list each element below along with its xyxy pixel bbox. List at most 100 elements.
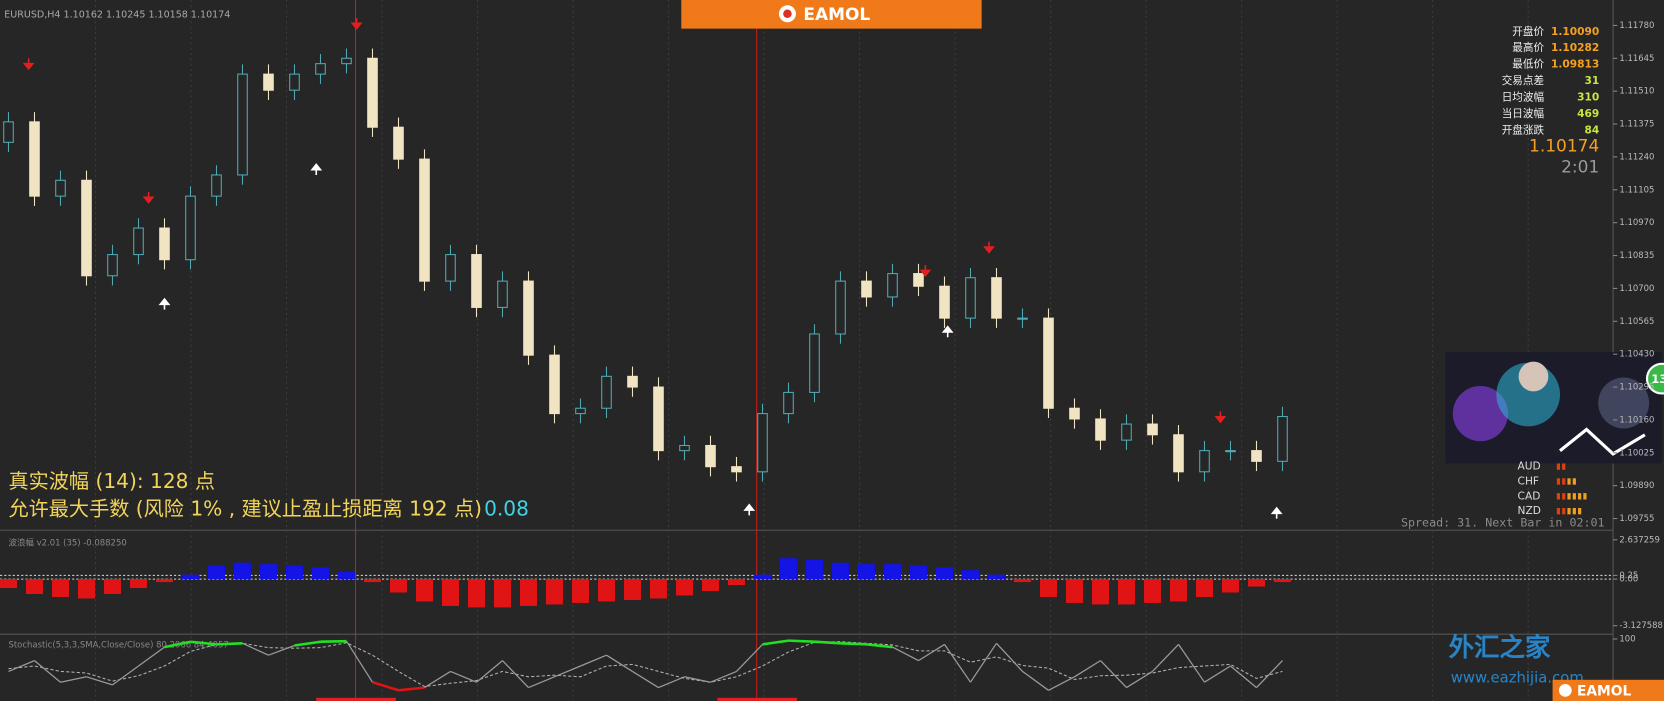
sell-arrow [1214, 411, 1227, 424]
bottom-banner-text: EAMOL [1577, 683, 1632, 699]
sell-arrow [983, 241, 995, 254]
histogram-bar [442, 579, 459, 606]
info-label: 开盘价 [1512, 25, 1544, 38]
histogram-bar [156, 579, 173, 583]
strength-bar [1562, 507, 1566, 515]
histogram-bar [1014, 579, 1031, 583]
main-line-segment [996, 642, 1023, 672]
y-tick-label: 100 [1619, 634, 1635, 644]
histogram-bar [1222, 579, 1239, 593]
strength-bar [1562, 463, 1566, 470]
main-line-segment [814, 640, 841, 645]
histogram-bar [962, 570, 979, 580]
histogram-bar [572, 579, 589, 603]
candle-body [1199, 450, 1210, 473]
pane-borders [0, 0, 1614, 701]
candle-body [809, 333, 820, 393]
main-line-segment [943, 644, 972, 683]
candle-body [1147, 423, 1158, 436]
y-tick-label: -3.127588 [1619, 620, 1662, 630]
histogram-bar [390, 579, 407, 593]
candle-body [991, 277, 1002, 319]
histogram-bar [338, 571, 355, 580]
price-axis-bg [1613, 0, 1664, 701]
strength-bar [1567, 507, 1571, 515]
histogram-bar [598, 579, 615, 602]
candle-body [653, 386, 664, 452]
main-line-segment [1100, 660, 1127, 689]
candle-body [731, 466, 742, 473]
symbol-info: EURUSD,H4 1.10162 1.10245 1.10158 1.1017… [4, 9, 230, 20]
histogram-bar [78, 579, 95, 599]
histogram-bar [52, 579, 69, 597]
histogram-bar [624, 579, 641, 600]
main-line-segment [372, 680, 399, 692]
histogram-bar [1118, 579, 1135, 605]
histogram-bar [104, 579, 121, 595]
sell-arrow [350, 18, 363, 30]
candle-body [1173, 434, 1184, 473]
candle-body [1121, 423, 1132, 441]
candle-body [445, 254, 456, 282]
info-value: 1.09813 [1551, 59, 1599, 71]
candle-body [185, 195, 196, 261]
y-tick-label: 1.10835 [1619, 250, 1654, 260]
buy-arrow [1270, 506, 1283, 519]
strength-bar [1578, 507, 1582, 515]
strength-bar [1583, 493, 1587, 500]
main-line-segment [345, 640, 374, 683]
scroll-marker [717, 697, 797, 701]
candle-body [55, 179, 66, 197]
main-line-segment [8, 660, 35, 672]
sell-arrow [919, 265, 932, 278]
badge-text: 13 [1651, 372, 1664, 386]
histogram-bar [676, 579, 693, 596]
candle-body [471, 254, 482, 308]
info-value: 1.10090 [1551, 26, 1599, 38]
y-tick-label: 1.11645 [1619, 53, 1654, 63]
strength-bar [1572, 493, 1576, 500]
main-line-segment [788, 639, 815, 643]
histogram-bar [1066, 579, 1083, 603]
main-line-segment [1048, 676, 1075, 691]
main-line-segment [242, 642, 269, 656]
histogram-bar [936, 567, 953, 580]
candle-body [1069, 407, 1080, 420]
main-line-segment [1256, 660, 1283, 689]
info-label: 最高价 [1512, 41, 1544, 54]
info-value: 84 [1585, 124, 1600, 136]
avatar [1445, 352, 1662, 464]
main-line-segment [398, 686, 425, 692]
info-value: 310 [1577, 92, 1599, 104]
main-line-segment [1177, 644, 1206, 683]
candle-body [315, 63, 326, 75]
avatar-glow [1598, 377, 1650, 429]
y-tick-label: 1.11105 [1619, 184, 1654, 194]
histogram-bar [650, 579, 667, 599]
badge[interactable] [1645, 362, 1664, 395]
candle-body [913, 273, 924, 287]
histogram-bar [806, 559, 823, 580]
candle-body [887, 273, 898, 298]
info-value: 31 [1585, 75, 1600, 87]
main-line-segment [424, 670, 451, 689]
main-line-segment [450, 670, 477, 683]
histogram-bar [702, 579, 719, 592]
candle-body [107, 254, 118, 277]
main-line-segment [294, 640, 321, 647]
candle-body [757, 413, 768, 473]
candle-body [939, 285, 950, 319]
histogram-bar [1196, 579, 1213, 597]
y-tick-label: 1.11240 [1619, 151, 1654, 161]
y-tick-label: 1.11780 [1619, 20, 1654, 30]
candle-body [1043, 317, 1054, 409]
histogram-bar [494, 579, 511, 608]
histogram-bar [234, 562, 251, 580]
atr-text: 真实波幅 (14): 128 点 [8, 469, 215, 493]
buy-arrow [158, 297, 171, 310]
candle-body [419, 158, 430, 282]
strength-bar [1567, 478, 1571, 485]
y-tick-label: 1.11375 [1619, 119, 1654, 129]
